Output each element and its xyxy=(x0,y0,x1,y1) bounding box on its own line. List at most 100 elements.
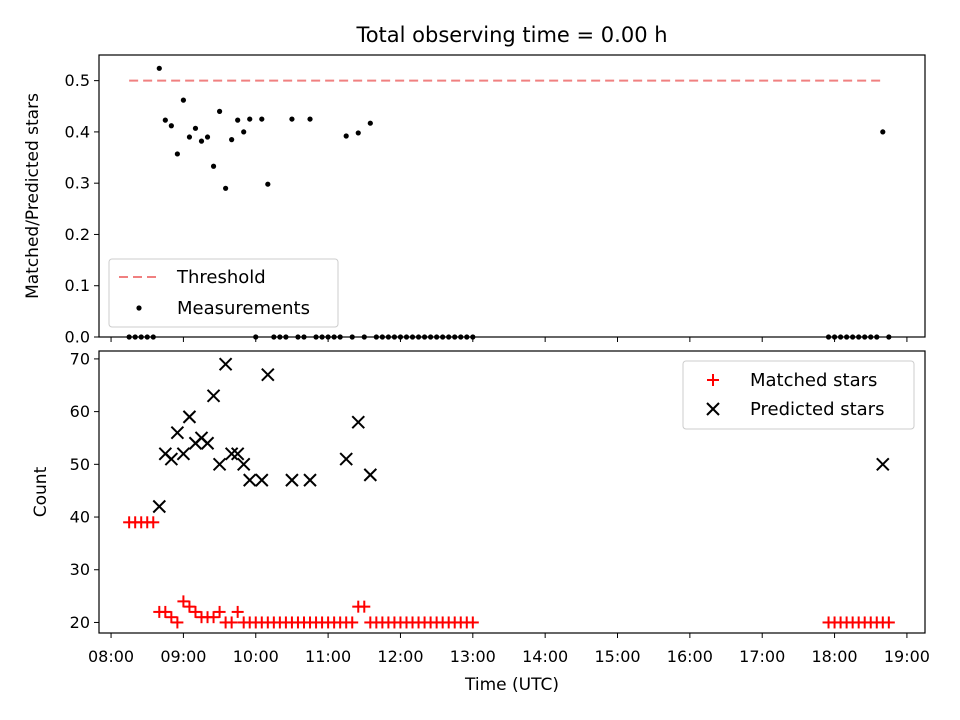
matched-star-marker xyxy=(213,605,226,618)
measurement-point xyxy=(210,163,217,169)
matched-star-marker xyxy=(165,611,178,624)
predicted-star-marker xyxy=(152,499,166,514)
count-x-tick-label: 12:00 xyxy=(377,647,423,666)
count-legend: Matched stars Predicted stars xyxy=(682,360,915,430)
count-y-tick-label: 30 xyxy=(70,560,90,579)
predicted-star-marker xyxy=(236,457,251,472)
measurement-point xyxy=(235,117,241,123)
legend-matched-swatch xyxy=(707,374,719,386)
ratio-legend: Threshold Measurements xyxy=(108,258,339,328)
measurement-point xyxy=(204,134,211,140)
predicted-star-marker xyxy=(176,447,191,461)
count-y-tick-label: 20 xyxy=(70,613,90,632)
measurement-point xyxy=(180,97,187,103)
measurement-point xyxy=(265,181,271,187)
measurement-point xyxy=(156,65,162,71)
count-panel-frame xyxy=(98,350,926,634)
measurement-point xyxy=(259,116,265,122)
matched-star-marker xyxy=(171,616,184,629)
predicted-star-marker xyxy=(363,468,378,482)
count-y-tick-label: 70 xyxy=(70,349,90,368)
matched-star-marker xyxy=(358,600,371,613)
legend-measurements-label: Measurements xyxy=(177,298,310,319)
predicted-star-marker xyxy=(218,357,233,371)
measurement-point xyxy=(307,116,313,122)
matched-star-marker xyxy=(225,616,238,629)
predicted-star-marker xyxy=(303,473,317,487)
matched-star-marker xyxy=(346,616,359,629)
matched-star-marker xyxy=(177,595,190,608)
legend-measurements-swatch xyxy=(136,305,142,311)
count-x-tick-label: 15:00 xyxy=(594,647,640,666)
predicted-star-marker xyxy=(243,473,257,487)
ratio-y-tick-label: 0.4 xyxy=(65,122,90,141)
count-x-tick-label: 17:00 xyxy=(739,647,785,666)
predicted-star-marker xyxy=(212,457,227,472)
ratio-y-tick-label: 0.3 xyxy=(65,174,90,193)
count-x-tick-label: 08:00 xyxy=(88,647,134,666)
predicted-star-marker xyxy=(200,436,215,450)
measurement-point xyxy=(192,125,199,131)
predicted-star-marker xyxy=(224,447,239,461)
count-x-tick-label: 14:00 xyxy=(522,647,568,666)
ratio-y-tick-label: 0.0 xyxy=(65,328,90,347)
measurement-point xyxy=(229,137,235,143)
matched-star-marker xyxy=(159,605,172,618)
predicted-star-marker xyxy=(206,389,221,403)
measurement-point xyxy=(880,129,886,135)
matched-star-marker xyxy=(189,605,202,618)
count-panel: 20 30 40 50 60 70 08:00 09:00 10:00 11:00 12:00 13:… xyxy=(70,349,930,666)
measurement-point xyxy=(289,116,295,122)
measurement-point xyxy=(174,151,180,157)
count-x-tick-label: 16:00 xyxy=(667,647,713,666)
count-y-tick-label: 40 xyxy=(70,508,90,527)
count-y-tick-label: 60 xyxy=(70,402,90,421)
matched-star-marker xyxy=(147,516,160,529)
measurement-point xyxy=(162,117,168,123)
ratio-y-tick-label: 0.1 xyxy=(65,276,90,295)
ratio-legend-box xyxy=(108,258,339,328)
matched-star-marker xyxy=(207,611,220,624)
measurement-point xyxy=(223,185,229,191)
predicted-star-marker xyxy=(164,452,179,466)
matched-star-marker xyxy=(466,616,479,629)
count-x-tick-label: 19:00 xyxy=(884,647,930,666)
predicted-star-marker xyxy=(261,368,275,382)
measurement-point xyxy=(367,120,373,126)
measurement-point xyxy=(355,130,361,136)
count-y-axis-label: Count xyxy=(31,466,51,517)
legend-predicted-swatch xyxy=(706,402,720,416)
predicted-star-marker xyxy=(182,410,197,424)
measurement-point xyxy=(247,116,253,122)
predicted-star-marker xyxy=(285,473,299,487)
ratio-y-axis-label: Matched/Predicted stars xyxy=(23,93,43,299)
predicted-star-marker xyxy=(876,457,890,472)
measurement-point xyxy=(198,138,205,144)
ratio-y-tick-label: 0.2 xyxy=(65,225,90,244)
predicted-star-marker xyxy=(230,447,245,461)
predicted-star-marker xyxy=(170,425,185,440)
ratio-panel-frame xyxy=(98,54,926,338)
measurement-point xyxy=(216,108,223,114)
count-y-tick-label: 50 xyxy=(70,455,90,474)
predicted-star-marker xyxy=(351,415,365,429)
legend-matched-label: Matched stars xyxy=(750,370,877,391)
predicted-star-marker xyxy=(255,473,269,487)
x-axis-label: Time (UTC) xyxy=(464,675,559,695)
legend-predicted-label: Predicted stars xyxy=(750,399,884,420)
figure-title: Total observing time = 0.00 h xyxy=(355,23,667,47)
count-legend-box xyxy=(682,360,915,430)
matched-star-marker xyxy=(882,616,895,629)
count-x-tick-label: 13:00 xyxy=(450,647,496,666)
measurement-point xyxy=(168,123,174,129)
count-x-tick-label: 18:00 xyxy=(812,647,858,666)
count-x-tick-label: 10:00 xyxy=(233,647,279,666)
measurement-point xyxy=(241,129,247,135)
measurement-point xyxy=(343,133,349,139)
measurement-point xyxy=(186,134,193,140)
legend-threshold-label: Threshold xyxy=(176,267,266,288)
ratio-y-tick-label: 0.5 xyxy=(65,71,90,90)
count-x-tick-label: 11:00 xyxy=(305,647,351,666)
